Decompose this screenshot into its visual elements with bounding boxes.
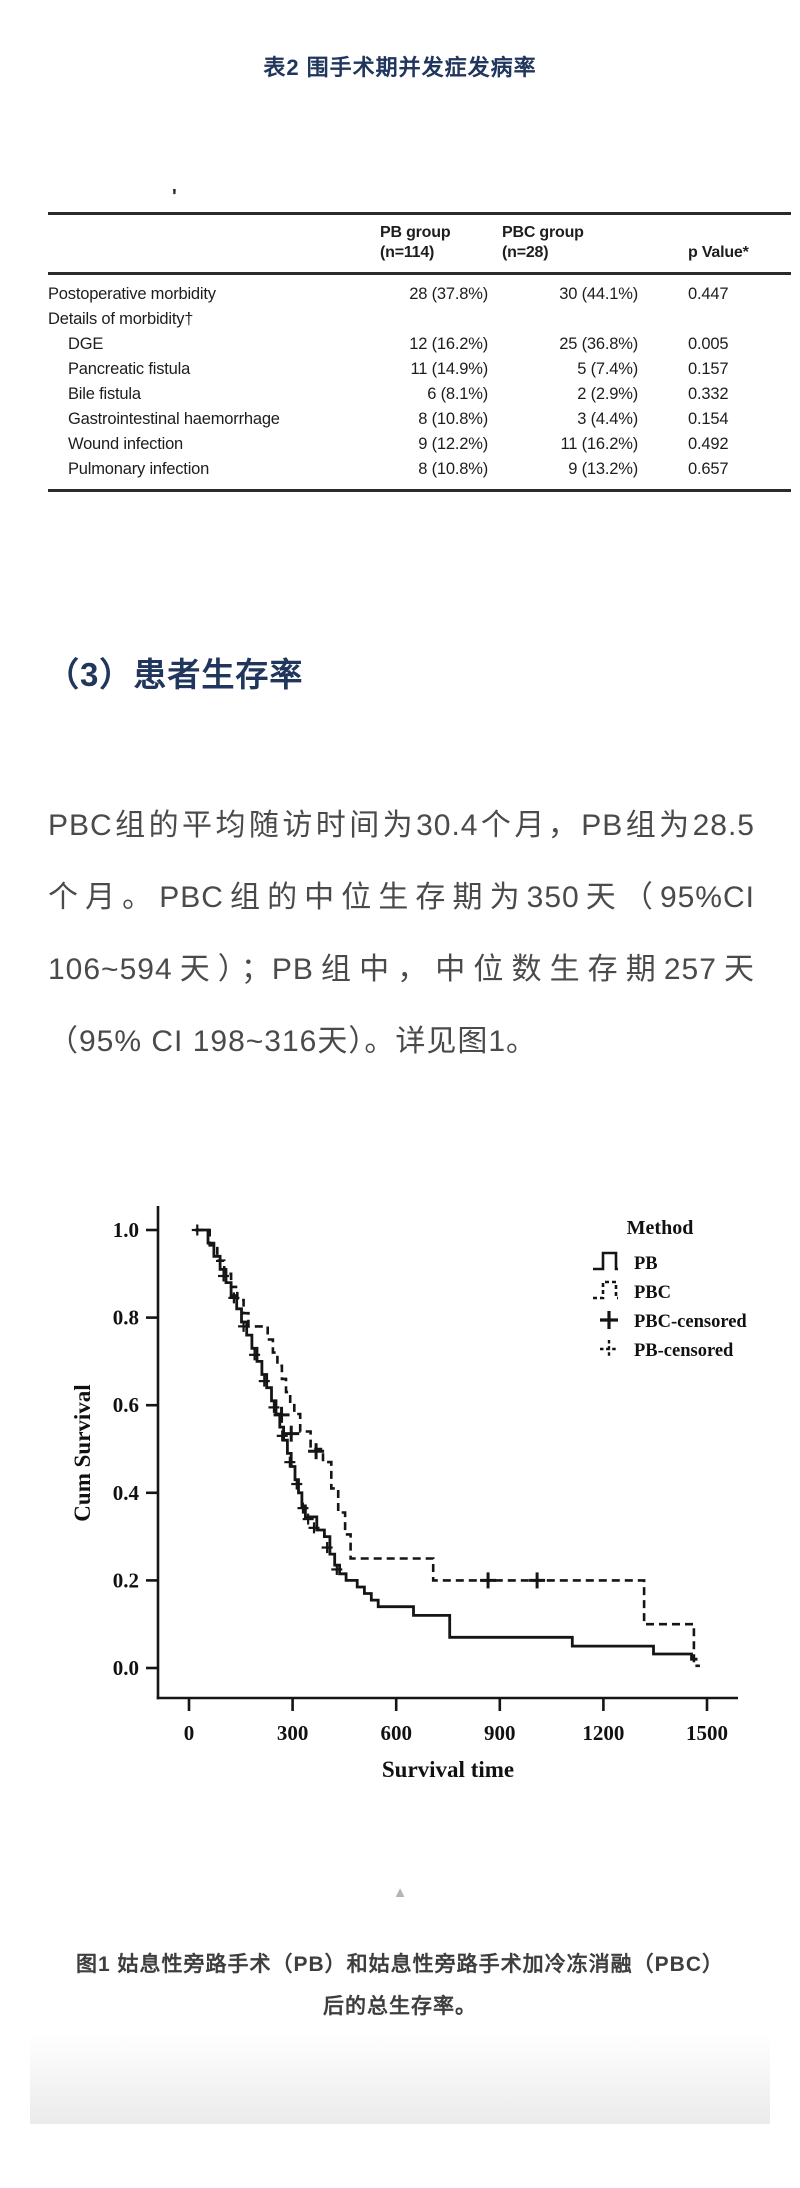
chart-legend: Method PB PBC PBC-censored PB-censored	[593, 1217, 747, 1361]
table-row-label: Pancreatic fistula	[68, 360, 191, 378]
table-row: Bile fistula 6 (8.1%) 2 (2.9%) 0.332	[48, 382, 791, 407]
table-cell	[652, 307, 791, 332]
table-row-label: Gastrointestinal haemorrhage	[68, 410, 280, 428]
table-cell: 0.157	[688, 360, 729, 378]
table2-title: 表2 围手术期并发症发病率	[263, 55, 537, 80]
table-cell: 5 (7.4%)	[577, 360, 638, 378]
table-cell: 12 (16.2%)	[409, 335, 488, 353]
x-tick-label: 600	[380, 1721, 412, 1745]
table-row: Details of morbidity†	[48, 307, 791, 332]
table-header-cell: PBC group (n=28)	[502, 213, 652, 275]
collapse-arrow-icon[interactable]: ▲	[392, 1884, 408, 1901]
y-axis-label: Cum Survival	[70, 1384, 95, 1521]
table-cell: 25 (36.8%)	[559, 335, 638, 353]
survival-figure: 1.0 0.8 0.6 0.4 0.2 0.0 0 300 600 900 1200 1500 Cum …	[70, 1206, 747, 1782]
paragraph-line: 106~594天）；PB组中，中位数生存期257天	[48, 953, 755, 986]
paragraph-line: PBC组的平均随访时间为30.4个月，PB组为28.5	[48, 809, 755, 842]
table-row: Postoperative morbidity 28 (37.8%) 30 (44.…	[48, 274, 791, 308]
table-cell: 9 (13.2%)	[568, 460, 638, 478]
table-cell: 11 (16.2%)	[560, 435, 639, 453]
series-pb	[195, 1228, 698, 1661]
y-tick-label: 0.6	[113, 1393, 139, 1417]
table-cell: 3 (4.4%)	[577, 410, 638, 428]
table-header-row: PB group (n=114) PBC group (n=28) p Value*	[48, 213, 791, 275]
figure-caption-line: 图1 姑息性旁路手术（PB）和姑息性旁路手术加冷冻消融（PBC）	[75, 1953, 725, 1976]
table-row-label: Postoperative morbidity	[48, 285, 216, 303]
table-cell: 0.492	[688, 435, 729, 453]
y-tick-label: 0.0	[113, 1656, 139, 1680]
table-cell: 30 (44.1%)	[559, 285, 638, 303]
series-pb-censored	[191, 1224, 343, 1575]
table-cell: 0.657	[688, 460, 729, 478]
y-tick-label: 1.0	[113, 1218, 139, 1242]
y-tick-label: 0.8	[113, 1306, 139, 1330]
table-row: DGE 12 (16.2%) 25 (36.8%) 0.005	[48, 332, 791, 357]
paragraph-line: （95% CI 198~316天）。详见图1。	[48, 1025, 538, 1058]
legend-title: Method	[627, 1217, 694, 1239]
next-page-preview	[30, 2032, 770, 2124]
table-cell	[502, 307, 652, 332]
series-pbc	[195, 1228, 700, 1668]
table-cell: 8 (10.8%)	[418, 410, 488, 428]
x-tick-label: 1500	[686, 1721, 728, 1745]
table-cell: 0.447	[688, 285, 729, 303]
stray-mark: '	[172, 186, 177, 208]
table-row: Pancreatic fistula 11 (14.9%) 5 (7.4%) 0.15…	[48, 357, 791, 382]
table-row-label: Details of morbidity†	[48, 310, 194, 328]
x-tick-label: 300	[277, 1721, 309, 1745]
x-tick-label: 0	[184, 1721, 195, 1745]
y-tick-label: 0.2	[113, 1568, 139, 1592]
table-row-label: DGE	[68, 335, 104, 353]
table-row: Gastrointestinal haemorrhage 8 (10.8%) 3 (…	[48, 407, 791, 432]
series-pbc-censored	[273, 1406, 546, 1589]
chart-axes: 1.0 0.8 0.6 0.4 0.2 0.0 0 300 600 900 1200 1500 Cum …	[70, 1206, 738, 1782]
table-cell: 0.005	[688, 335, 729, 353]
legend-label: PB-censored	[634, 1341, 734, 1361]
table-cell: 11 (14.9%)	[410, 360, 489, 378]
table-cell	[380, 307, 502, 332]
x-axis-label: Survival time	[382, 1757, 514, 1782]
table-row-label: Wound infection	[68, 435, 184, 453]
section-heading: （3）患者生存率	[46, 656, 304, 693]
table-header-cell: PB group (n=114)	[380, 213, 502, 275]
table-cell: 8 (10.8%)	[418, 460, 488, 478]
table-cell: 6 (8.1%)	[427, 385, 488, 403]
morbidity-table: PB group (n=114) PBC group (n=28) p Value*…	[48, 212, 791, 492]
y-tick-label: 0.4	[113, 1481, 140, 1505]
table-row-label: Bile fistula	[68, 385, 141, 403]
table-cell: 0.154	[688, 410, 729, 428]
paragraph-line: 个月。PBC组的中位生存期为350天（95%CI	[48, 881, 755, 914]
table-cell: 2 (2.9%)	[577, 385, 638, 403]
table-cell: 28 (37.8%)	[409, 285, 488, 303]
table-row-label: Pulmonary infection	[68, 460, 210, 478]
table-row: Wound infection 9 (12.2%) 11 (16.2%) 0.492	[48, 432, 791, 457]
table-cell: 0.332	[688, 385, 729, 403]
table-row: Pulmonary infection 8 (10.8%) 9 (13.2%) 0.6…	[48, 457, 791, 491]
morbidity-table-head: PB group (n=114) PBC group (n=28) p Value*	[48, 213, 791, 275]
legend-label: PBC-censored	[634, 1312, 747, 1332]
table-header-cell	[48, 213, 380, 275]
table-header-cell: p Value*	[652, 213, 791, 275]
table-cell: 9 (12.2%)	[418, 435, 488, 453]
legend-label: PB	[634, 1254, 658, 1274]
figure-caption-line: 后的总生存率。	[323, 1995, 477, 2018]
x-tick-label: 900	[484, 1721, 515, 1745]
legend-label: PBC	[634, 1283, 671, 1303]
x-tick-label: 1200	[582, 1721, 624, 1745]
morbidity-table-body: Postoperative morbidity 28 (37.8%) 30 (44.…	[48, 274, 791, 491]
